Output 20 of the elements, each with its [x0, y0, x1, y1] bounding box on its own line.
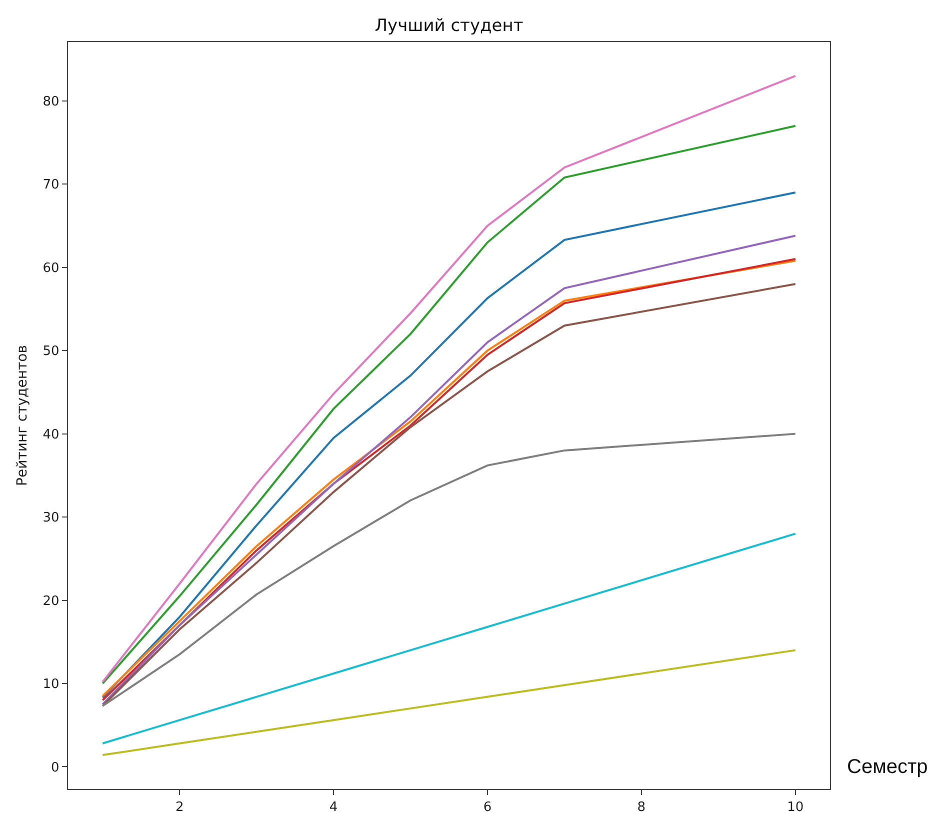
y-tick-label: 10	[42, 677, 60, 692]
y-tick-label: 30	[42, 510, 60, 526]
y-tick-label: 60	[42, 260, 60, 276]
y-tick-label: 40	[42, 427, 60, 442]
x-tick-label: 10	[787, 800, 804, 815]
y-tick-label: 80	[42, 94, 60, 110]
y-tick-label: 0	[50, 760, 60, 776]
y-tick-label: 20	[42, 594, 60, 609]
y-tick-label: 70	[42, 178, 60, 193]
line-series	[102, 532, 796, 744]
x-tick-label: 4	[329, 800, 338, 815]
chart-title: Лучший студент	[374, 16, 524, 36]
y-tick-label: 50	[42, 344, 60, 360]
x-tick-label: 6	[483, 800, 492, 815]
y-axis-title: Рейтинг студентов	[14, 345, 30, 486]
x-axis-title: Семестр	[847, 756, 928, 778]
line-series	[102, 432, 796, 707]
x-tick-label: 2	[175, 800, 184, 815]
line-series	[102, 649, 796, 756]
x-tick-label: 8	[637, 800, 646, 815]
